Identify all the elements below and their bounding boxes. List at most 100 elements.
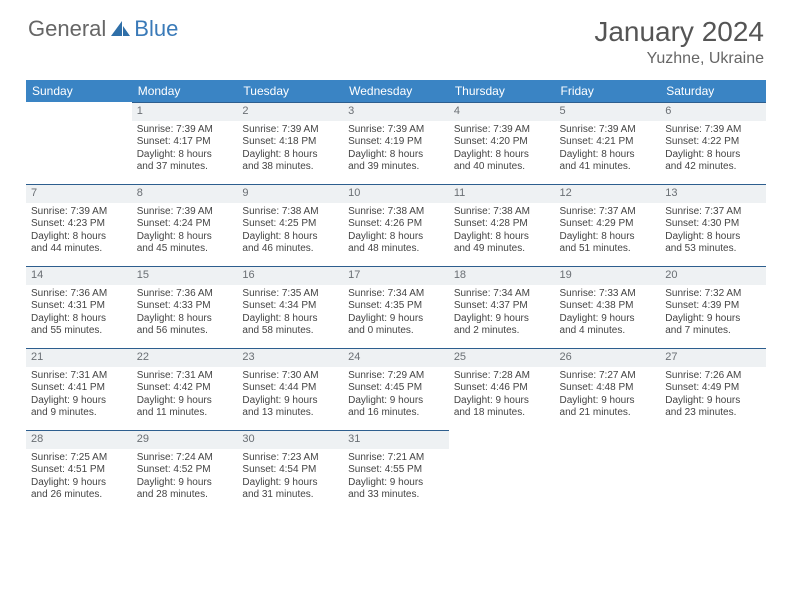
day-number: 17 [343, 266, 449, 285]
day-number: 22 [132, 348, 238, 367]
logo: General Blue [28, 16, 178, 42]
weekday-header: Wednesday [343, 80, 449, 102]
calendar-cell: . [26, 102, 132, 184]
calendar-cell: 8Sunrise: 7:39 AMSunset: 4:24 PMDaylight… [132, 184, 238, 266]
day-line: Daylight: 9 hours [348, 395, 444, 408]
day-line: Sunrise: 7:38 AM [242, 206, 338, 219]
day-line: Sunrise: 7:31 AM [31, 370, 127, 383]
day-body: Sunrise: 7:34 AMSunset: 4:37 PMDaylight:… [449, 285, 555, 342]
header: General Blue January 2024 Yuzhne, Ukrain… [0, 0, 792, 76]
day-number: 18 [449, 266, 555, 285]
day-line: and 44 minutes. [31, 243, 127, 256]
day-line: Sunset: 4:28 PM [454, 218, 550, 231]
day-body: Sunrise: 7:39 AMSunset: 4:18 PMDaylight:… [237, 121, 343, 178]
day-line: Daylight: 9 hours [348, 313, 444, 326]
day-line: Daylight: 8 hours [560, 231, 656, 244]
day-line: Sunrise: 7:34 AM [348, 288, 444, 301]
day-line: Sunset: 4:22 PM [665, 136, 761, 149]
calendar-cell [449, 430, 555, 512]
day-number: 28 [26, 430, 132, 449]
calendar-cell: 9Sunrise: 7:38 AMSunset: 4:25 PMDaylight… [237, 184, 343, 266]
day-body: Sunrise: 7:39 AMSunset: 4:19 PMDaylight:… [343, 121, 449, 178]
day-line: Daylight: 8 hours [454, 231, 550, 244]
calendar-cell: 10Sunrise: 7:38 AMSunset: 4:26 PMDayligh… [343, 184, 449, 266]
weekday-header: Friday [555, 80, 661, 102]
day-number: 11 [449, 184, 555, 203]
day-number: 31 [343, 430, 449, 449]
day-line: Daylight: 8 hours [137, 231, 233, 244]
day-line: Sunset: 4:48 PM [560, 382, 656, 395]
calendar-cell: 5Sunrise: 7:39 AMSunset: 4:21 PMDaylight… [555, 102, 661, 184]
title-block: January 2024 Yuzhne, Ukraine [594, 16, 764, 68]
day-line: Daylight: 9 hours [454, 395, 550, 408]
day-line: Daylight: 8 hours [242, 313, 338, 326]
day-number: 5 [555, 102, 661, 121]
day-line: Sunrise: 7:35 AM [242, 288, 338, 301]
calendar-cell: 16Sunrise: 7:35 AMSunset: 4:34 PMDayligh… [237, 266, 343, 348]
calendar-cell: 31Sunrise: 7:21 AMSunset: 4:55 PMDayligh… [343, 430, 449, 512]
day-body: Sunrise: 7:39 AMSunset: 4:17 PMDaylight:… [132, 121, 238, 178]
day-body: Sunrise: 7:38 AMSunset: 4:28 PMDaylight:… [449, 203, 555, 260]
day-line: Sunrise: 7:31 AM [137, 370, 233, 383]
day-line: Sunset: 4:38 PM [560, 300, 656, 313]
day-body: Sunrise: 7:24 AMSunset: 4:52 PMDaylight:… [132, 449, 238, 506]
day-number: 29 [132, 430, 238, 449]
day-line: Sunrise: 7:39 AM [454, 124, 550, 137]
day-body: Sunrise: 7:31 AMSunset: 4:42 PMDaylight:… [132, 367, 238, 424]
day-line: Daylight: 8 hours [137, 313, 233, 326]
calendar-week: .1Sunrise: 7:39 AMSunset: 4:17 PMDayligh… [26, 102, 766, 184]
day-line: Daylight: 8 hours [454, 149, 550, 162]
day-number: 3 [343, 102, 449, 121]
day-line: Sunrise: 7:28 AM [454, 370, 550, 383]
calendar-cell: 29Sunrise: 7:24 AMSunset: 4:52 PMDayligh… [132, 430, 238, 512]
day-line: and 37 minutes. [137, 161, 233, 174]
day-line: Sunrise: 7:36 AM [31, 288, 127, 301]
day-number: 24 [343, 348, 449, 367]
calendar-week: 7Sunrise: 7:39 AMSunset: 4:23 PMDaylight… [26, 184, 766, 266]
day-line: Sunset: 4:33 PM [137, 300, 233, 313]
day-line: Daylight: 9 hours [242, 477, 338, 490]
day-body: Sunrise: 7:28 AMSunset: 4:46 PMDaylight:… [449, 367, 555, 424]
day-line: Daylight: 8 hours [665, 231, 761, 244]
day-line: Sunset: 4:24 PM [137, 218, 233, 231]
day-line: Sunrise: 7:27 AM [560, 370, 656, 383]
day-body: Sunrise: 7:39 AMSunset: 4:23 PMDaylight:… [26, 203, 132, 260]
weekday-row: SundayMondayTuesdayWednesdayThursdayFrid… [26, 80, 766, 102]
day-number: 27 [660, 348, 766, 367]
day-line: Daylight: 9 hours [665, 395, 761, 408]
day-body: Sunrise: 7:38 AMSunset: 4:25 PMDaylight:… [237, 203, 343, 260]
day-line: Sunrise: 7:36 AM [137, 288, 233, 301]
day-line: Sunset: 4:44 PM [242, 382, 338, 395]
calendar-cell: 14Sunrise: 7:36 AMSunset: 4:31 PMDayligh… [26, 266, 132, 348]
day-line: and 56 minutes. [137, 325, 233, 338]
day-body: Sunrise: 7:25 AMSunset: 4:51 PMDaylight:… [26, 449, 132, 506]
calendar-cell [555, 430, 661, 512]
day-line: Sunrise: 7:39 AM [242, 124, 338, 137]
day-line: Sunrise: 7:32 AM [665, 288, 761, 301]
day-body: Sunrise: 7:32 AMSunset: 4:39 PMDaylight:… [660, 285, 766, 342]
day-line: Sunset: 4:42 PM [137, 382, 233, 395]
day-line: Sunrise: 7:39 AM [31, 206, 127, 219]
day-line: Sunrise: 7:29 AM [348, 370, 444, 383]
day-line: Sunrise: 7:37 AM [560, 206, 656, 219]
day-line: Sunset: 4:37 PM [454, 300, 550, 313]
day-line: and 41 minutes. [560, 161, 656, 174]
calendar-week: 28Sunrise: 7:25 AMSunset: 4:51 PMDayligh… [26, 430, 766, 512]
day-line: Sunset: 4:17 PM [137, 136, 233, 149]
calendar-cell: 21Sunrise: 7:31 AMSunset: 4:41 PMDayligh… [26, 348, 132, 430]
day-line: Sunset: 4:19 PM [348, 136, 444, 149]
day-line: and 28 minutes. [137, 489, 233, 502]
day-line: and 23 minutes. [665, 407, 761, 420]
calendar-body: .1Sunrise: 7:39 AMSunset: 4:17 PMDayligh… [26, 102, 766, 512]
day-number: 30 [237, 430, 343, 449]
day-line: Daylight: 8 hours [665, 149, 761, 162]
day-line: Daylight: 8 hours [137, 149, 233, 162]
day-number: 8 [132, 184, 238, 203]
day-line: Sunrise: 7:39 AM [137, 124, 233, 137]
day-line: Sunrise: 7:39 AM [348, 124, 444, 137]
day-line: and 48 minutes. [348, 243, 444, 256]
calendar-cell: 6Sunrise: 7:39 AMSunset: 4:22 PMDaylight… [660, 102, 766, 184]
day-number: 23 [237, 348, 343, 367]
calendar-cell: 18Sunrise: 7:34 AMSunset: 4:37 PMDayligh… [449, 266, 555, 348]
day-line: Daylight: 8 hours [348, 231, 444, 244]
